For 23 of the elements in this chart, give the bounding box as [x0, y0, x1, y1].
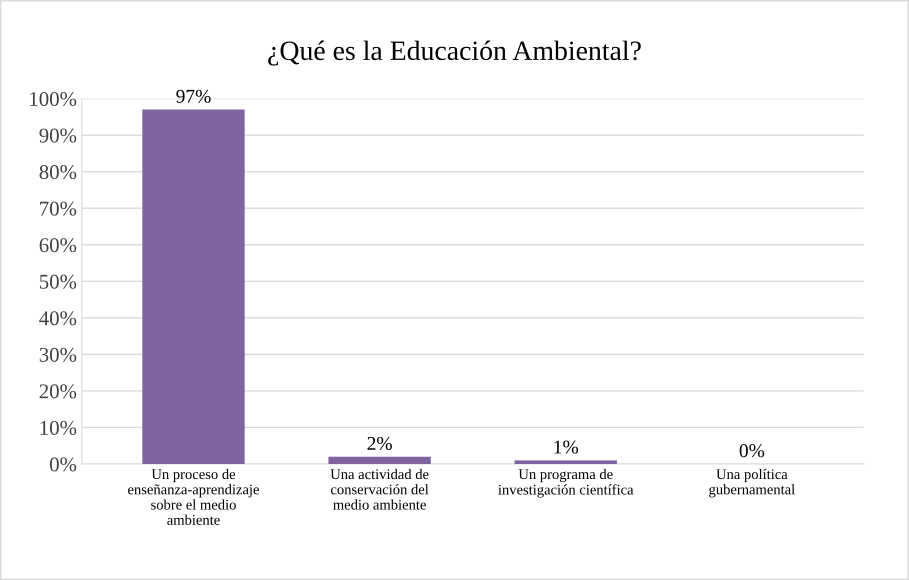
y-tick-label: 100%: [30, 92, 76, 106]
data-label: 2%: [368, 436, 392, 450]
bar: [328, 456, 431, 464]
data-label: 97%: [176, 90, 211, 103]
bar: [514, 460, 617, 464]
data-label: 1%: [554, 440, 578, 454]
y-tick-label: 30%: [40, 348, 76, 362]
y-tick-label: 90%: [39, 128, 76, 143]
x-tick-label: Una actividad de conservación del medio ambiente: [330, 468, 429, 510]
y-tick-label: 40%: [39, 311, 76, 326]
chart-title: ¿Qué es la Educación Ambiental?: [268, 40, 641, 66]
x-tick-label: Una política gubernamental: [709, 468, 795, 498]
y-tick-label: 50%: [40, 274, 76, 289]
y-tick-label: 80%: [40, 165, 76, 180]
y-tick-label: 0%: [50, 457, 76, 472]
data-label: 0%: [740, 444, 764, 458]
y-tick-label: 20%: [40, 384, 76, 398]
x-tick-label: Un programa de investigación científica: [498, 468, 634, 498]
x-tick-label: Un proceso de enseñanza-aprendizaje sobre el medio ambiente: [128, 468, 259, 525]
y-tick-label: 10%: [40, 420, 76, 435]
bar: [142, 110, 245, 464]
y-tick-label: 60%: [40, 238, 76, 252]
y-tick-label: 70%: [40, 202, 76, 216]
